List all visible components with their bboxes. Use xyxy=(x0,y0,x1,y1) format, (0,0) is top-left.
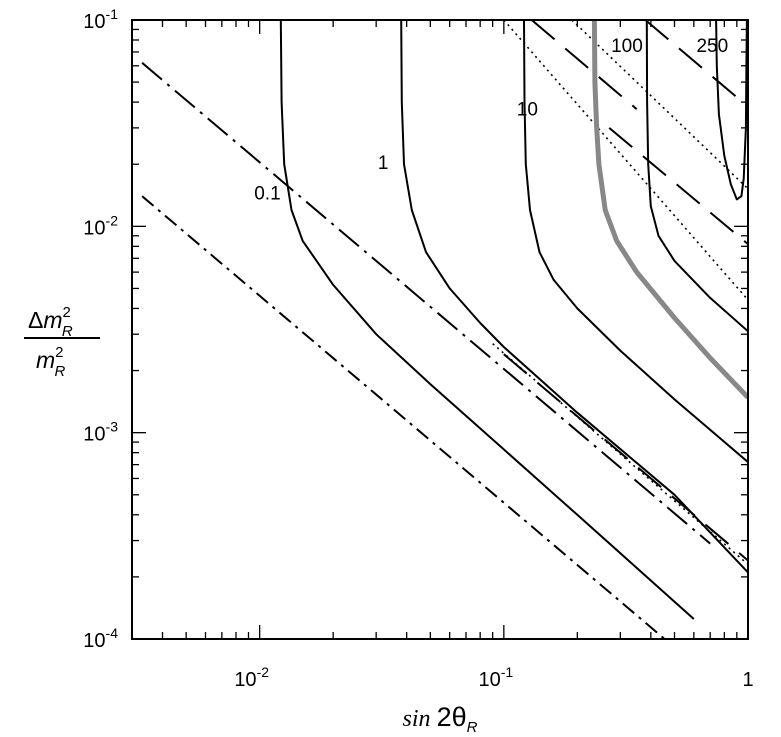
y-tick-label: 10-3 xyxy=(83,419,118,446)
tick-labels: 10-2 10-1 1 10-1 10-2 10-3 10-4 xyxy=(83,6,753,691)
axis-ticks xyxy=(131,19,749,640)
reference-line-dashed xyxy=(503,353,748,562)
contour-label: 100 xyxy=(611,36,643,57)
svg-text:m2R: m2 R xyxy=(36,344,66,380)
x-axis-label: sin 2θR xyxy=(403,702,478,736)
reference-line-dotted xyxy=(492,343,748,566)
reference-line-dashdot xyxy=(141,195,667,639)
contour-labels: 0.1 1 10 100 250 xyxy=(254,36,728,204)
y-tick-label: 10-4 xyxy=(83,625,118,652)
plot-frame xyxy=(131,19,749,640)
y-axis-label: Δm2 R m2 R xyxy=(24,304,100,380)
y-tick-label: 10-2 xyxy=(83,212,118,239)
reference-line-dashed xyxy=(644,20,748,108)
contour-label: 0.1 xyxy=(254,183,280,204)
x-tick-label: 10-2 xyxy=(234,664,269,691)
contour-label: 250 xyxy=(696,36,728,57)
reference-line-dotted xyxy=(571,20,748,190)
contour-line xyxy=(523,20,748,463)
contour-line xyxy=(400,20,748,574)
contour-line xyxy=(279,20,695,620)
x-tick-label: 1 xyxy=(742,669,753,691)
reference-line-dotted xyxy=(503,20,748,301)
x-tick-label: 10-1 xyxy=(478,664,513,691)
y-tick-label: 10-1 xyxy=(83,6,118,33)
reference-line-dashdot-long xyxy=(141,62,711,545)
contour-line xyxy=(645,20,748,333)
contour-label: 10 xyxy=(517,99,538,120)
contour-line xyxy=(715,20,748,201)
contour-label: 1 xyxy=(378,153,389,174)
plot-curves xyxy=(141,20,748,639)
reference-line-dashed xyxy=(531,20,638,110)
contour-line xyxy=(591,20,748,400)
reference-line-dashed xyxy=(608,127,748,245)
